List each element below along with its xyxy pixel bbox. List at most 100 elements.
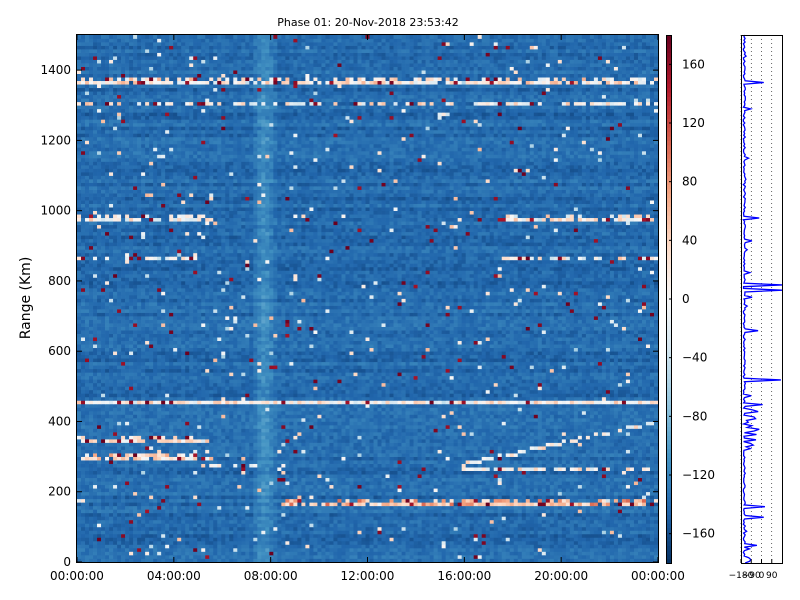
heatmap-cell — [505, 463, 511, 468]
heatmap-cell — [229, 523, 234, 528]
heatmap-cell — [81, 453, 86, 457]
heatmap-cell — [77, 558, 82, 563]
heatmap-cell — [437, 554, 442, 559]
heatmap-cell — [113, 551, 118, 556]
heatmap-cell — [201, 442, 206, 447]
heatmap-cell — [309, 453, 314, 457]
heatmap-cell — [597, 467, 603, 471]
heatmap-cell — [341, 484, 346, 489]
heatmap-cell — [649, 474, 655, 479]
heatmap-cell — [405, 502, 410, 507]
heatmap-cell — [145, 526, 150, 531]
heatmap-cell — [317, 491, 322, 496]
heatmap-cell — [141, 554, 146, 559]
heatmap-cell — [405, 484, 410, 489]
heatmap-cell — [457, 558, 463, 563]
heatmap-cell — [505, 449, 511, 454]
heatmap-cell — [573, 505, 579, 510]
heatmap-cell — [501, 498, 507, 503]
heatmap-cell — [445, 474, 450, 479]
heatmap-cell — [597, 498, 603, 503]
heatmap-cell — [461, 453, 467, 457]
heatmap-cell — [645, 533, 651, 538]
heatmap-cell — [493, 540, 499, 545]
heatmap-cell — [469, 460, 475, 464]
heatmap-cell — [573, 519, 579, 524]
heatmap-cell — [305, 544, 310, 549]
heatmap-cell — [265, 551, 270, 556]
heatmap-cell — [597, 519, 603, 524]
heatmap-cell — [493, 547, 499, 552]
heatmap-cell — [85, 533, 90, 538]
heatmap-cell — [113, 470, 118, 475]
heatmap-cell — [441, 484, 446, 489]
heatmap-cell — [197, 498, 202, 503]
heatmap-cell — [605, 481, 611, 486]
heatmap-cell — [77, 502, 82, 507]
heatmap-cell — [325, 540, 330, 545]
heatmap-cell — [285, 481, 290, 486]
heatmap-cell — [537, 547, 543, 552]
heatmap-cell — [249, 540, 254, 545]
heatmap-cell — [633, 491, 639, 496]
heatmap-cell — [109, 523, 114, 528]
heatmap-cell — [581, 491, 587, 496]
heatmap-cell — [337, 456, 342, 461]
heatmap-cell — [481, 463, 487, 468]
heatmap-cell — [341, 495, 346, 500]
heatmap-cell — [273, 491, 278, 496]
heatmap-cell — [609, 474, 615, 479]
heatmap-cell — [301, 442, 306, 447]
heatmap-cell — [249, 439, 254, 443]
heatmap-cell — [225, 467, 230, 471]
heatmap-cell — [161, 547, 166, 552]
heatmap-cell — [321, 446, 326, 450]
heatmap-cell — [209, 540, 214, 545]
heatmap-cell — [121, 439, 126, 443]
heatmap-cell — [441, 526, 446, 531]
heatmap-cell — [269, 547, 274, 552]
heatmap-cell — [553, 456, 559, 461]
heatmap-cell — [493, 491, 499, 496]
heatmap-cell — [153, 523, 158, 528]
heatmap-cell — [105, 533, 110, 538]
heatmap-cell — [641, 495, 647, 500]
heatmap-cell — [297, 481, 302, 486]
heatmap-cell — [285, 533, 290, 538]
heatmap-cell — [405, 505, 410, 510]
heatmap-cell — [533, 484, 539, 489]
heatmap-cell — [309, 502, 314, 507]
heatmap-cell — [561, 505, 567, 510]
heatmap-cell — [77, 456, 82, 461]
heatmap-cell — [509, 519, 515, 524]
heatmap-cell — [137, 484, 142, 489]
heatmap-cell — [617, 519, 623, 524]
heatmap-cell — [109, 537, 114, 542]
heatmap-cell — [229, 456, 234, 461]
heatmap-cell — [493, 558, 499, 563]
heatmap-cell — [497, 523, 503, 528]
heatmap-cell — [237, 449, 242, 454]
heatmap-cell — [337, 516, 342, 521]
heatmap-cell — [233, 481, 238, 486]
heatmap-cell — [369, 516, 374, 521]
heatmap-cell — [293, 474, 298, 479]
heatmap-cell — [85, 446, 90, 450]
heatmap-cell — [309, 446, 314, 450]
heatmap-cell — [261, 456, 266, 461]
heatmap-cell — [609, 551, 615, 556]
heatmap-cell — [425, 477, 430, 482]
heatmap-cell — [153, 554, 158, 559]
heatmap-cell — [205, 467, 210, 471]
heatmap-cell — [129, 470, 134, 475]
heatmap-cell — [81, 512, 86, 517]
heatmap-cell — [589, 530, 595, 535]
heatmap-cell — [297, 446, 302, 450]
heatmap-cell — [249, 442, 254, 447]
heatmap-cell — [489, 456, 495, 461]
heatmap-cell — [145, 544, 150, 549]
heatmap-cell — [445, 477, 450, 482]
heatmap-cell — [553, 551, 559, 556]
heatmap-cell — [201, 474, 206, 479]
heatmap-cell — [389, 516, 394, 521]
